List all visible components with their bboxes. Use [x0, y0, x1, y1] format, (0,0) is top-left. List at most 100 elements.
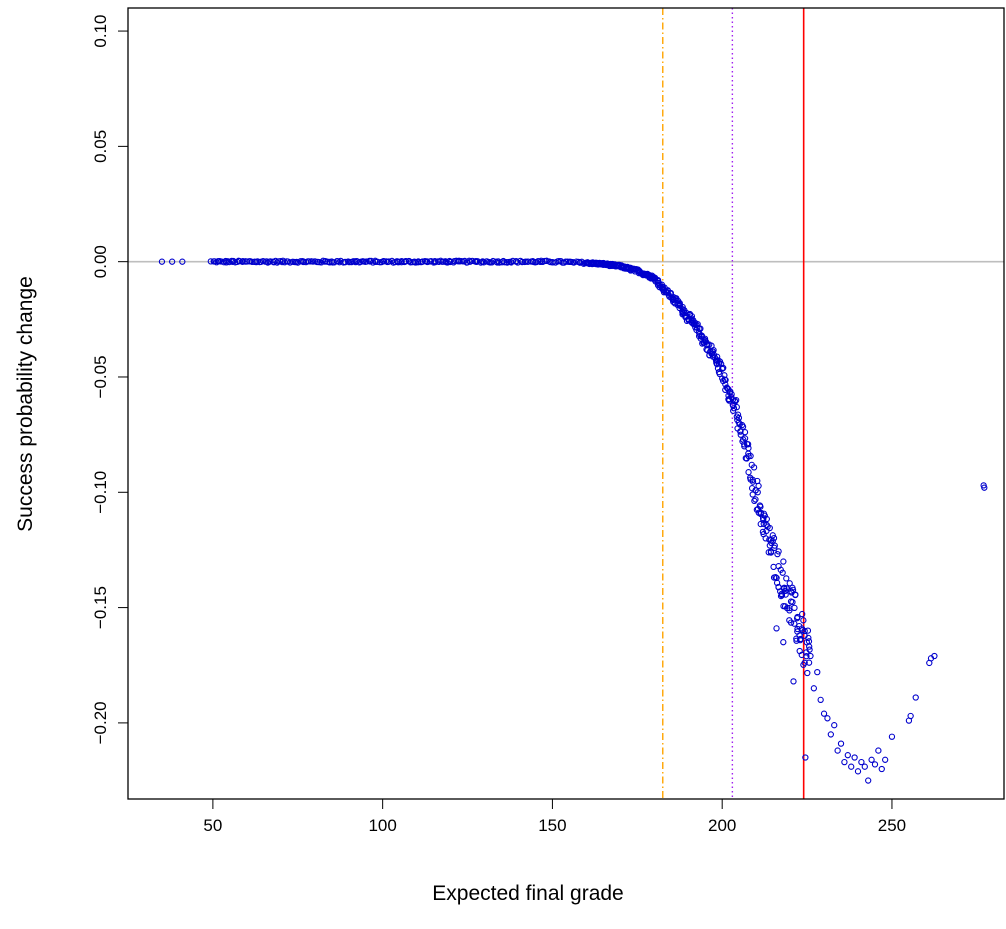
y-axis: 0.10 0.05 0.00 −0.05 −0.10 −0.15 −0.20	[91, 15, 128, 744]
x-tick-label: 200	[708, 816, 736, 835]
data-point	[888, 733, 896, 740]
data-point	[875, 747, 882, 754]
data-point	[731, 398, 739, 405]
data-point	[270, 259, 278, 266]
data-point	[239, 257, 247, 265]
data-point	[802, 754, 809, 761]
data-point	[807, 652, 814, 660]
data-point	[786, 580, 793, 587]
data-point	[752, 496, 759, 503]
plot-frame	[127, 7, 1005, 800]
data-point	[783, 585, 790, 592]
data-point	[770, 535, 778, 542]
data-point	[402, 258, 410, 265]
y-tick-label: −0.05	[91, 355, 110, 398]
data-point	[763, 515, 770, 523]
data-point	[722, 376, 729, 384]
data-point	[792, 591, 799, 598]
data-point	[424, 258, 431, 266]
data-point	[466, 257, 473, 264]
data-point	[797, 635, 804, 643]
data-point	[790, 678, 797, 685]
data-point	[760, 516, 767, 524]
data-point	[168, 258, 176, 265]
data-point	[747, 452, 754, 460]
data-point	[772, 574, 779, 581]
data-point	[800, 617, 807, 624]
data-point	[773, 625, 780, 632]
data-point	[789, 586, 797, 593]
data-point	[754, 489, 761, 496]
data-point	[720, 364, 727, 372]
data-point	[799, 610, 806, 618]
data-point	[745, 444, 752, 452]
data-point	[679, 303, 686, 311]
data-point	[512, 257, 520, 265]
data-point	[385, 258, 393, 265]
data-point	[734, 411, 742, 418]
y-tick-label: −0.20	[91, 701, 110, 744]
data-point	[848, 763, 855, 770]
y-tick-label: −0.10	[91, 471, 110, 514]
data-point	[771, 544, 778, 551]
data-point	[537, 258, 544, 265]
data-point	[341, 259, 349, 266]
data-point	[844, 752, 851, 759]
data-point	[780, 639, 787, 646]
data-point	[739, 423, 747, 430]
data-point	[263, 258, 270, 265]
data-point	[800, 661, 807, 668]
data-point	[207, 258, 214, 265]
data-point	[179, 258, 186, 265]
data-point	[783, 575, 790, 582]
data-point	[868, 756, 875, 763]
data-point	[543, 257, 550, 264]
data-point	[723, 384, 730, 391]
data-point	[854, 768, 862, 775]
y-tick-label: 0.10	[91, 15, 110, 48]
data-point	[710, 346, 717, 354]
data-point	[806, 646, 813, 653]
data-point	[773, 574, 780, 582]
data-point	[834, 747, 841, 754]
data-point	[791, 604, 798, 612]
data-point	[794, 613, 801, 621]
data-point	[223, 259, 230, 266]
data-point	[770, 563, 777, 571]
data-point	[912, 694, 919, 701]
data-point	[751, 497, 758, 505]
data-point	[158, 258, 166, 265]
data-point	[778, 590, 785, 598]
data-point	[767, 548, 775, 555]
data-point	[786, 607, 793, 614]
data-point	[769, 532, 776, 539]
data-point	[804, 669, 811, 677]
data-point	[696, 325, 703, 332]
data-point	[494, 259, 501, 266]
data-point	[791, 620, 798, 627]
data-point	[719, 365, 726, 372]
data-point	[780, 558, 787, 565]
data-point	[363, 258, 370, 265]
data-point	[744, 441, 752, 448]
data-point	[871, 761, 879, 768]
reference-lines	[128, 8, 1004, 799]
data-point	[803, 653, 810, 660]
data-point	[882, 756, 889, 763]
data-point	[801, 627, 808, 635]
data-point	[805, 634, 812, 642]
data-points	[158, 257, 988, 784]
data-point	[878, 765, 885, 773]
x-tick-label: 100	[368, 816, 396, 835]
data-point	[398, 257, 405, 265]
data-point	[757, 503, 764, 510]
data-point	[907, 712, 914, 720]
data-point	[730, 405, 738, 412]
data-point	[318, 259, 325, 266]
x-axis: 50 100 150 200 250	[203, 798, 906, 835]
data-point	[714, 353, 721, 360]
data-point	[762, 535, 769, 542]
y-tick-label: 0.00	[91, 245, 110, 278]
data-point	[931, 652, 938, 660]
x-tick-label: 250	[878, 816, 906, 835]
